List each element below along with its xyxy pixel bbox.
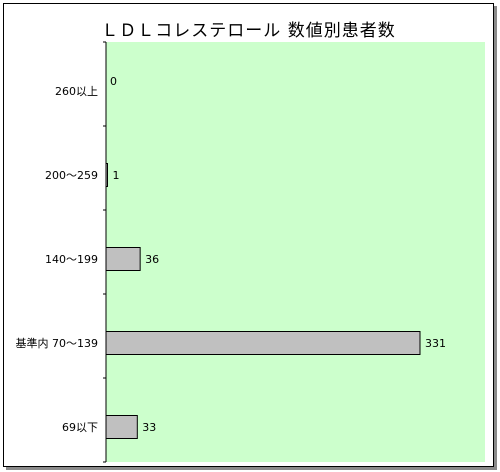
y-axis-ticks: [103, 41, 106, 463]
category-label: 200～259: [45, 169, 98, 182]
bars-group: [105, 163, 421, 439]
value-label: 331: [425, 337, 446, 350]
category-label: 基準内 70～139: [16, 336, 99, 350]
category-labels: 260以上 200～259 140～199 基準内 70～139 69以下: [16, 85, 99, 434]
category-label: 140～199: [45, 253, 98, 266]
category-label: 69以下: [62, 421, 98, 434]
bar: [105, 163, 108, 187]
category-label: 260以上: [55, 85, 98, 98]
value-label: 33: [142, 421, 156, 434]
bar: [105, 247, 141, 271]
bar: [105, 331, 421, 355]
value-label: 36: [145, 253, 159, 266]
value-label: 1: [113, 169, 120, 182]
value-labels: 0 1 36 331 33: [110, 75, 446, 434]
chart-title: ＬＤＬコレステロール 数値別患者数: [101, 21, 396, 41]
bar: [105, 415, 138, 439]
value-label: 0: [110, 75, 117, 88]
plot-area: [106, 42, 485, 462]
